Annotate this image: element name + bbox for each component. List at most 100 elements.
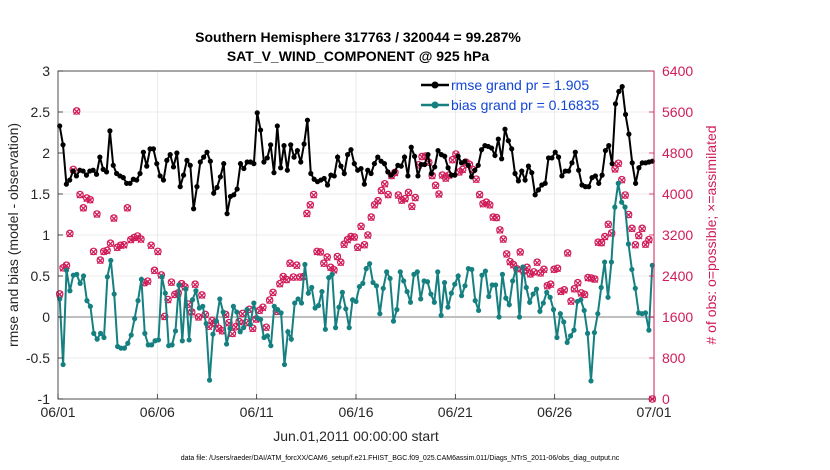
rmse-point: [569, 160, 575, 166]
obs-assimilated-point: [547, 281, 555, 289]
bias-point: [452, 281, 458, 287]
rmse-point: [351, 161, 357, 167]
rmse-point: [214, 184, 220, 191]
obs-assimilated-point: [283, 276, 291, 284]
obs-assimilated-point: [645, 236, 653, 244]
rmse-point: [465, 162, 471, 168]
obs-possible-point: [496, 226, 504, 234]
obs-assimilated-point: [479, 200, 487, 208]
bias-point: [169, 342, 175, 348]
rmse-point: [411, 153, 418, 159]
bias-point: [544, 289, 550, 295]
x-tick-label: 06/06: [140, 404, 175, 420]
rmse-point: [348, 147, 354, 153]
obs-possible-point: [645, 235, 653, 244]
obs-assimilated-point: [127, 236, 135, 244]
obs-possible-point: [194, 313, 203, 321]
obs-assimilated-point: [276, 280, 284, 288]
rmse-point: [63, 181, 69, 187]
obs-possible-point: [475, 190, 484, 199]
bias-point: [298, 300, 305, 306]
bias-point: [407, 299, 414, 305]
rmse-point: [177, 184, 183, 190]
obs-possible-point: [276, 279, 284, 288]
obs-possible-point: [435, 190, 443, 198]
bias-point: [343, 306, 349, 312]
bias-point: [608, 259, 615, 265]
bias-point: [622, 204, 628, 210]
rmse-point: [237, 161, 244, 167]
obs-possible-point: [607, 229, 616, 237]
obs-assimilated-point: [394, 192, 402, 199]
bias-point: [510, 278, 516, 284]
rmse-point: [586, 184, 592, 190]
obs-assimilated-point: [476, 191, 484, 199]
obs-possible-point: [103, 246, 111, 255]
bias-point: [615, 180, 621, 186]
obs-assimilated-point: [628, 225, 636, 233]
obs-possible-point: [150, 266, 159, 275]
obs-assimilated-point: [120, 241, 128, 249]
bias-point: [561, 319, 567, 325]
bias-point: [63, 267, 70, 273]
obs-assimilated-point: [316, 248, 324, 256]
series-lines: [57, 83, 655, 384]
bias-point: [598, 284, 604, 291]
bias-point: [149, 342, 155, 348]
bias-point: [554, 334, 560, 341]
chart-subtitle: SAT_V_WIND_COMPONENT @ 925 hPa: [227, 48, 490, 64]
obs-possible-point: [336, 258, 345, 266]
rmse-point: [127, 180, 133, 186]
rmse-point: [331, 173, 337, 179]
rmse-point: [70, 168, 76, 174]
rmse-point: [535, 187, 542, 193]
bias-point: [564, 339, 570, 346]
bias-point: [128, 332, 134, 338]
rmse-point: [368, 170, 374, 177]
obs-possible-point: [408, 202, 416, 211]
rmse-point: [626, 131, 632, 137]
obs-assimilated-point: [540, 266, 548, 274]
rmse-point: [455, 153, 461, 159]
obs-assimilated-point: [286, 260, 294, 268]
bias-point: [530, 291, 536, 297]
obs-assimilated-point: [320, 260, 328, 268]
rmse-point: [137, 170, 143, 177]
obs-possible-point: [570, 285, 579, 293]
obs-assimilated-point: [611, 165, 619, 173]
bias-point: [642, 310, 649, 316]
bias-point: [135, 298, 141, 304]
obs-assimilated-point: [266, 297, 274, 305]
rmse-point: [154, 161, 160, 167]
obs-assimilated-point: [154, 248, 162, 256]
y-right-tick-label: 800: [662, 350, 686, 366]
obs-possible-point: [320, 259, 328, 267]
bias-point: [57, 296, 63, 302]
y-axis-right-ticks: 0 800 1600 2400 3200 4000 4800 5600 6400: [649, 63, 693, 407]
rmse-point: [80, 168, 86, 174]
legend-bias-marker: [431, 101, 439, 109]
bias-point: [94, 336, 100, 342]
bias-point: [247, 321, 254, 327]
obs-possible-point: [458, 165, 467, 174]
obs-possible-point: [533, 258, 541, 266]
rmse-point: [90, 167, 96, 173]
obs-possible-point: [560, 286, 569, 294]
rmse-point: [268, 142, 274, 148]
obs-assimilated-point: [564, 249, 572, 257]
bias-point: [629, 266, 635, 273]
bias-point: [428, 291, 434, 297]
bias-point: [332, 325, 339, 331]
obs-possible-point: [485, 200, 494, 209]
bias-point: [74, 271, 80, 277]
bias-point: [571, 327, 577, 333]
rmse-point: [358, 165, 364, 172]
bias-point: [380, 285, 386, 291]
rmse-point: [341, 170, 347, 177]
rmse-point: [140, 149, 146, 155]
bias-point: [363, 266, 369, 272]
x-tick-label: 06/21: [438, 404, 473, 420]
obs-possible-point: [472, 175, 481, 183]
rmse-point: [288, 142, 294, 148]
obs-possible-point: [604, 220, 613, 229]
